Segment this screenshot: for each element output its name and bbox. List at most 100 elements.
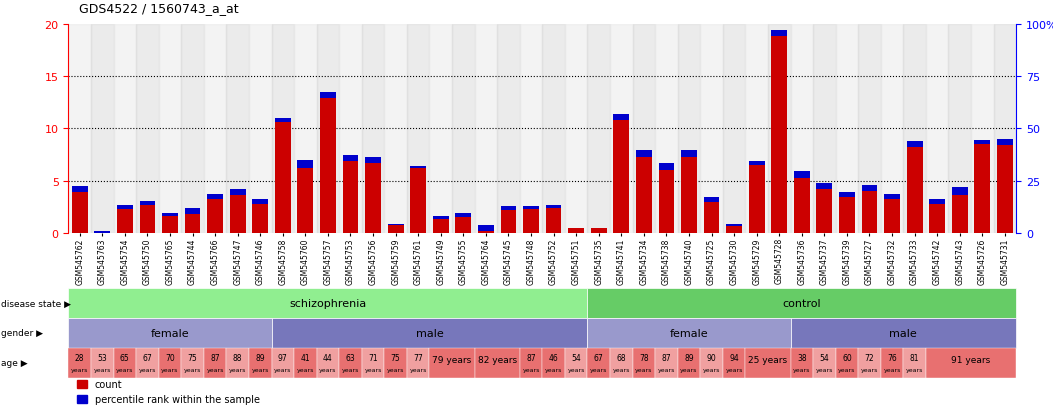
Bar bbox=[727, 224, 742, 226]
Text: years: years bbox=[116, 367, 134, 372]
Bar bbox=[342, 155, 358, 161]
Bar bbox=[974, 140, 990, 145]
Bar bbox=[275, 119, 291, 123]
Bar bbox=[68, 25, 91, 233]
Bar bbox=[974, 142, 990, 233]
Bar bbox=[433, 218, 449, 233]
Bar bbox=[388, 225, 403, 233]
Text: years: years bbox=[726, 367, 742, 372]
Bar bbox=[204, 25, 226, 233]
Bar bbox=[971, 25, 994, 233]
Bar bbox=[794, 171, 810, 179]
Text: 53: 53 bbox=[98, 353, 107, 362]
Bar bbox=[861, 186, 877, 191]
Bar bbox=[411, 167, 426, 169]
Bar bbox=[117, 207, 133, 233]
Text: 68: 68 bbox=[616, 353, 627, 362]
Bar bbox=[839, 195, 855, 233]
Bar bbox=[159, 25, 181, 233]
Bar bbox=[545, 206, 561, 209]
Text: 60: 60 bbox=[842, 353, 852, 362]
Text: 65: 65 bbox=[120, 353, 130, 362]
Bar bbox=[997, 140, 1013, 145]
Text: schizophrenia: schizophrenia bbox=[290, 298, 366, 308]
Bar bbox=[275, 121, 291, 233]
Text: 77: 77 bbox=[414, 353, 423, 362]
Bar bbox=[658, 163, 674, 170]
Bar bbox=[569, 228, 584, 233]
Text: years: years bbox=[71, 367, 88, 372]
Bar bbox=[184, 209, 200, 214]
Bar bbox=[926, 25, 949, 233]
Bar bbox=[700, 25, 722, 233]
Bar bbox=[545, 207, 561, 233]
Text: 90: 90 bbox=[707, 353, 716, 362]
Text: years: years bbox=[816, 367, 833, 372]
Text: years: years bbox=[544, 367, 562, 372]
Bar bbox=[749, 161, 764, 166]
Text: 94: 94 bbox=[730, 353, 739, 362]
Text: years: years bbox=[658, 367, 675, 372]
Text: years: years bbox=[635, 367, 653, 372]
Text: 75: 75 bbox=[187, 353, 197, 362]
Bar bbox=[117, 205, 133, 210]
Bar bbox=[929, 202, 946, 233]
Bar bbox=[249, 25, 272, 233]
Bar bbox=[885, 197, 900, 233]
Text: 89: 89 bbox=[684, 353, 694, 362]
Bar bbox=[456, 214, 472, 218]
Bar bbox=[162, 213, 178, 216]
Text: gender ▶: gender ▶ bbox=[1, 329, 43, 338]
Bar bbox=[253, 202, 269, 233]
Text: 79 years: 79 years bbox=[433, 356, 472, 365]
Text: years: years bbox=[883, 367, 900, 372]
Bar bbox=[433, 216, 449, 219]
Text: GDS4522 / 1560743_a_at: GDS4522 / 1560743_a_at bbox=[79, 2, 239, 15]
Text: 67: 67 bbox=[594, 353, 603, 362]
Bar bbox=[791, 25, 813, 233]
Bar bbox=[139, 203, 156, 233]
Bar bbox=[929, 199, 946, 205]
Text: years: years bbox=[252, 367, 269, 372]
Text: years: years bbox=[274, 367, 292, 372]
Bar bbox=[207, 197, 223, 233]
Text: years: years bbox=[319, 367, 337, 372]
Text: years: years bbox=[590, 367, 608, 372]
Bar bbox=[320, 96, 336, 233]
Bar bbox=[885, 195, 900, 199]
Bar bbox=[317, 25, 339, 233]
Text: 87: 87 bbox=[661, 353, 671, 362]
Bar bbox=[794, 175, 810, 233]
Text: years: years bbox=[229, 367, 246, 372]
Bar bbox=[997, 142, 1013, 233]
Legend: count, percentile rank within the sample: count, percentile rank within the sample bbox=[74, 375, 263, 408]
Bar bbox=[520, 25, 542, 233]
Text: 76: 76 bbox=[888, 353, 897, 362]
Text: 75: 75 bbox=[391, 353, 400, 362]
Text: 46: 46 bbox=[549, 353, 558, 362]
Bar bbox=[633, 25, 655, 233]
Bar bbox=[478, 225, 494, 231]
Bar bbox=[880, 25, 903, 233]
Bar bbox=[500, 206, 516, 211]
Text: years: years bbox=[568, 367, 584, 372]
Bar bbox=[139, 201, 156, 205]
Text: control: control bbox=[782, 298, 821, 308]
Text: years: years bbox=[702, 367, 720, 372]
Bar bbox=[339, 25, 362, 233]
Text: years: years bbox=[680, 367, 698, 372]
Bar bbox=[749, 164, 764, 233]
Text: years: years bbox=[184, 367, 201, 372]
Bar bbox=[365, 158, 381, 163]
Text: 63: 63 bbox=[345, 353, 355, 362]
Bar bbox=[523, 207, 539, 210]
Text: 70: 70 bbox=[165, 353, 175, 362]
Text: years: years bbox=[522, 367, 540, 372]
Bar bbox=[320, 93, 336, 99]
Text: 25 years: 25 years bbox=[749, 356, 788, 365]
Bar bbox=[816, 187, 832, 233]
Bar bbox=[452, 25, 475, 233]
Text: years: years bbox=[206, 367, 224, 372]
Bar bbox=[181, 25, 204, 233]
Bar bbox=[272, 25, 294, 233]
